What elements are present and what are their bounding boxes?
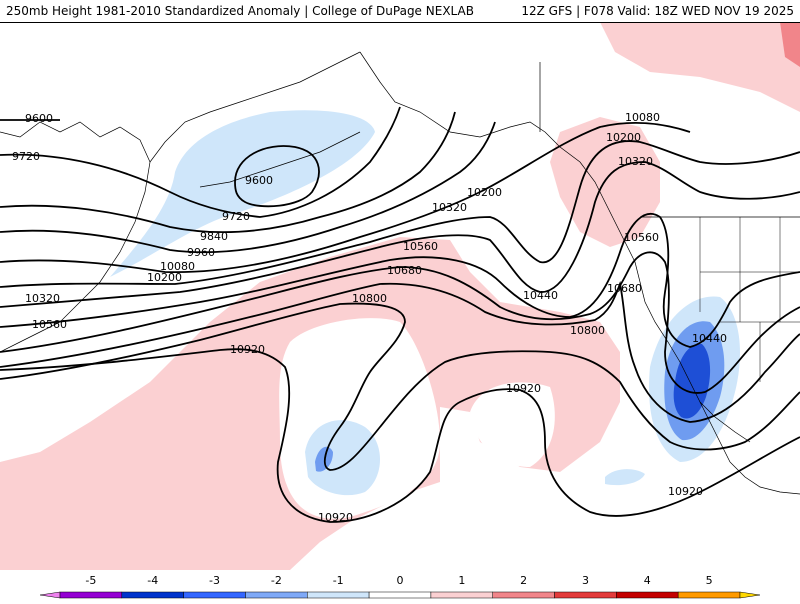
colorbar-graphic [39, 591, 761, 599]
colorbar-label: -3 [209, 574, 221, 587]
label-9600-west: 9600 [25, 112, 53, 125]
label-10680-center: 10680 [387, 264, 422, 277]
colorbar-swatch [430, 591, 493, 599]
label-10200-east: 10200 [606, 131, 641, 144]
contour-labels: 9600 9600 9720 9720 9840 9960 10080 1008… [12, 111, 727, 524]
label-10320-east: 10320 [618, 155, 653, 168]
label-10560-west: 10560 [32, 318, 67, 331]
contour-9840 [0, 111, 456, 234]
coastlines [0, 51, 800, 495]
neg-anom-kamchatka [110, 110, 375, 278]
label-10800-east: 10800 [570, 324, 605, 337]
label-10560-center: 10560 [403, 240, 438, 253]
contour-9720 [0, 106, 401, 218]
colorbar-swatch [307, 591, 370, 599]
contour-9600 [234, 145, 320, 208]
label-10680-east: 10680 [607, 282, 642, 295]
run-info: 12Z GFS | F078 Valid: 18Z WED NOV 19 202… [521, 4, 794, 18]
colorbar-label: -5 [85, 574, 97, 587]
label-10320-center: 10320 [432, 201, 467, 214]
label-10320-west: 10320 [25, 292, 60, 305]
coast-mexico [729, 461, 800, 495]
coast-bc [544, 131, 641, 283]
pos-anom-mid [780, 22, 800, 67]
colorbar-label: -4 [147, 574, 159, 587]
contour-10920 [0, 348, 800, 523]
label-10080-east: 10080 [625, 111, 660, 124]
colorbar-swatch [492, 591, 555, 599]
colorbar-swatch [59, 591, 123, 599]
label-10200-center: 10200 [467, 186, 502, 199]
colorbar-label: 3 [581, 574, 589, 587]
contour-10200 [0, 140, 800, 288]
map-title: 250mb Height 1981-2010 Standardized Anom… [6, 4, 474, 18]
colorbar: -5 -4 -3 -2 -1 0 1 2 3 4 5 [0, 572, 800, 600]
label-10440-center: 10440 [523, 289, 558, 302]
label-10800-west: 10800 [352, 292, 387, 305]
label-9720-center: 9720 [222, 210, 250, 223]
label-10920-west: 10920 [230, 343, 265, 356]
colorbar-label: 4 [643, 574, 651, 587]
colorbar-label: 5 [705, 574, 713, 587]
contour-10440 [0, 213, 800, 348]
label-10920-south: 10920 [318, 511, 353, 524]
label-10080-west: 10080 [160, 260, 195, 273]
contour-10800 [0, 302, 800, 471]
colorbar-label: -2 [270, 574, 282, 587]
neg-anom-mexico-patch [605, 469, 645, 486]
negative-anomaly-regions [110, 110, 740, 496]
coast-asia [0, 121, 151, 353]
colorbar-arrow-left [39, 591, 61, 599]
label-10440-east: 10440 [692, 332, 727, 345]
pos-anom-canada-core [780, 22, 800, 67]
state-lines [699, 217, 800, 382]
colorbar-swatch [368, 591, 432, 599]
colorbar-label: 0 [396, 574, 404, 587]
colorbar-swatch [554, 591, 617, 599]
label-10560-east: 10560 [624, 231, 659, 244]
coast-kamchatka [149, 51, 361, 163]
coast-alaska [359, 51, 546, 138]
colorbar-swatch [183, 591, 246, 599]
colorbar-swatch [245, 591, 308, 599]
header-bar: 250mb Height 1981-2010 Standardized Anom… [0, 0, 800, 23]
label-10200-west: 10200 [147, 271, 182, 284]
height-contours [0, 106, 800, 523]
colorbar-swatch [616, 591, 679, 599]
contour-10320 [0, 161, 800, 308]
label-9600-center: 9600 [245, 174, 273, 187]
coast-us-west [639, 281, 731, 463]
pos-anom-canada-north [600, 22, 800, 112]
label-10920-east: 10920 [668, 485, 703, 498]
neg-anom-pacific-cutoff [305, 420, 380, 496]
label-9840: 9840 [200, 230, 228, 243]
contour-9960 [0, 121, 496, 254]
label-9960: 9960 [187, 246, 215, 259]
anomaly-map: 9600 9600 9720 9720 9840 9960 10080 1008… [0, 22, 800, 572]
colorbar-label: 1 [458, 574, 466, 587]
label-10920-center: 10920 [506, 382, 541, 395]
neg-anom-southwest-dark [673, 343, 711, 419]
colorbar-label: -1 [332, 574, 344, 587]
contour-10560 [0, 251, 800, 394]
contour-10680 [0, 280, 800, 423]
neutral-ridge-east [470, 382, 555, 467]
colorbar-swatches [39, 591, 761, 599]
coast-baja [699, 401, 751, 443]
contour-10080 [0, 121, 691, 274]
colorbar-swatch [677, 591, 741, 599]
coast-aleutians [199, 131, 361, 188]
label-9720-west: 9720 [12, 150, 40, 163]
colorbar-swatch [121, 591, 184, 599]
colorbar-label: 2 [520, 574, 528, 587]
colorbar-arrow-right [739, 591, 761, 599]
